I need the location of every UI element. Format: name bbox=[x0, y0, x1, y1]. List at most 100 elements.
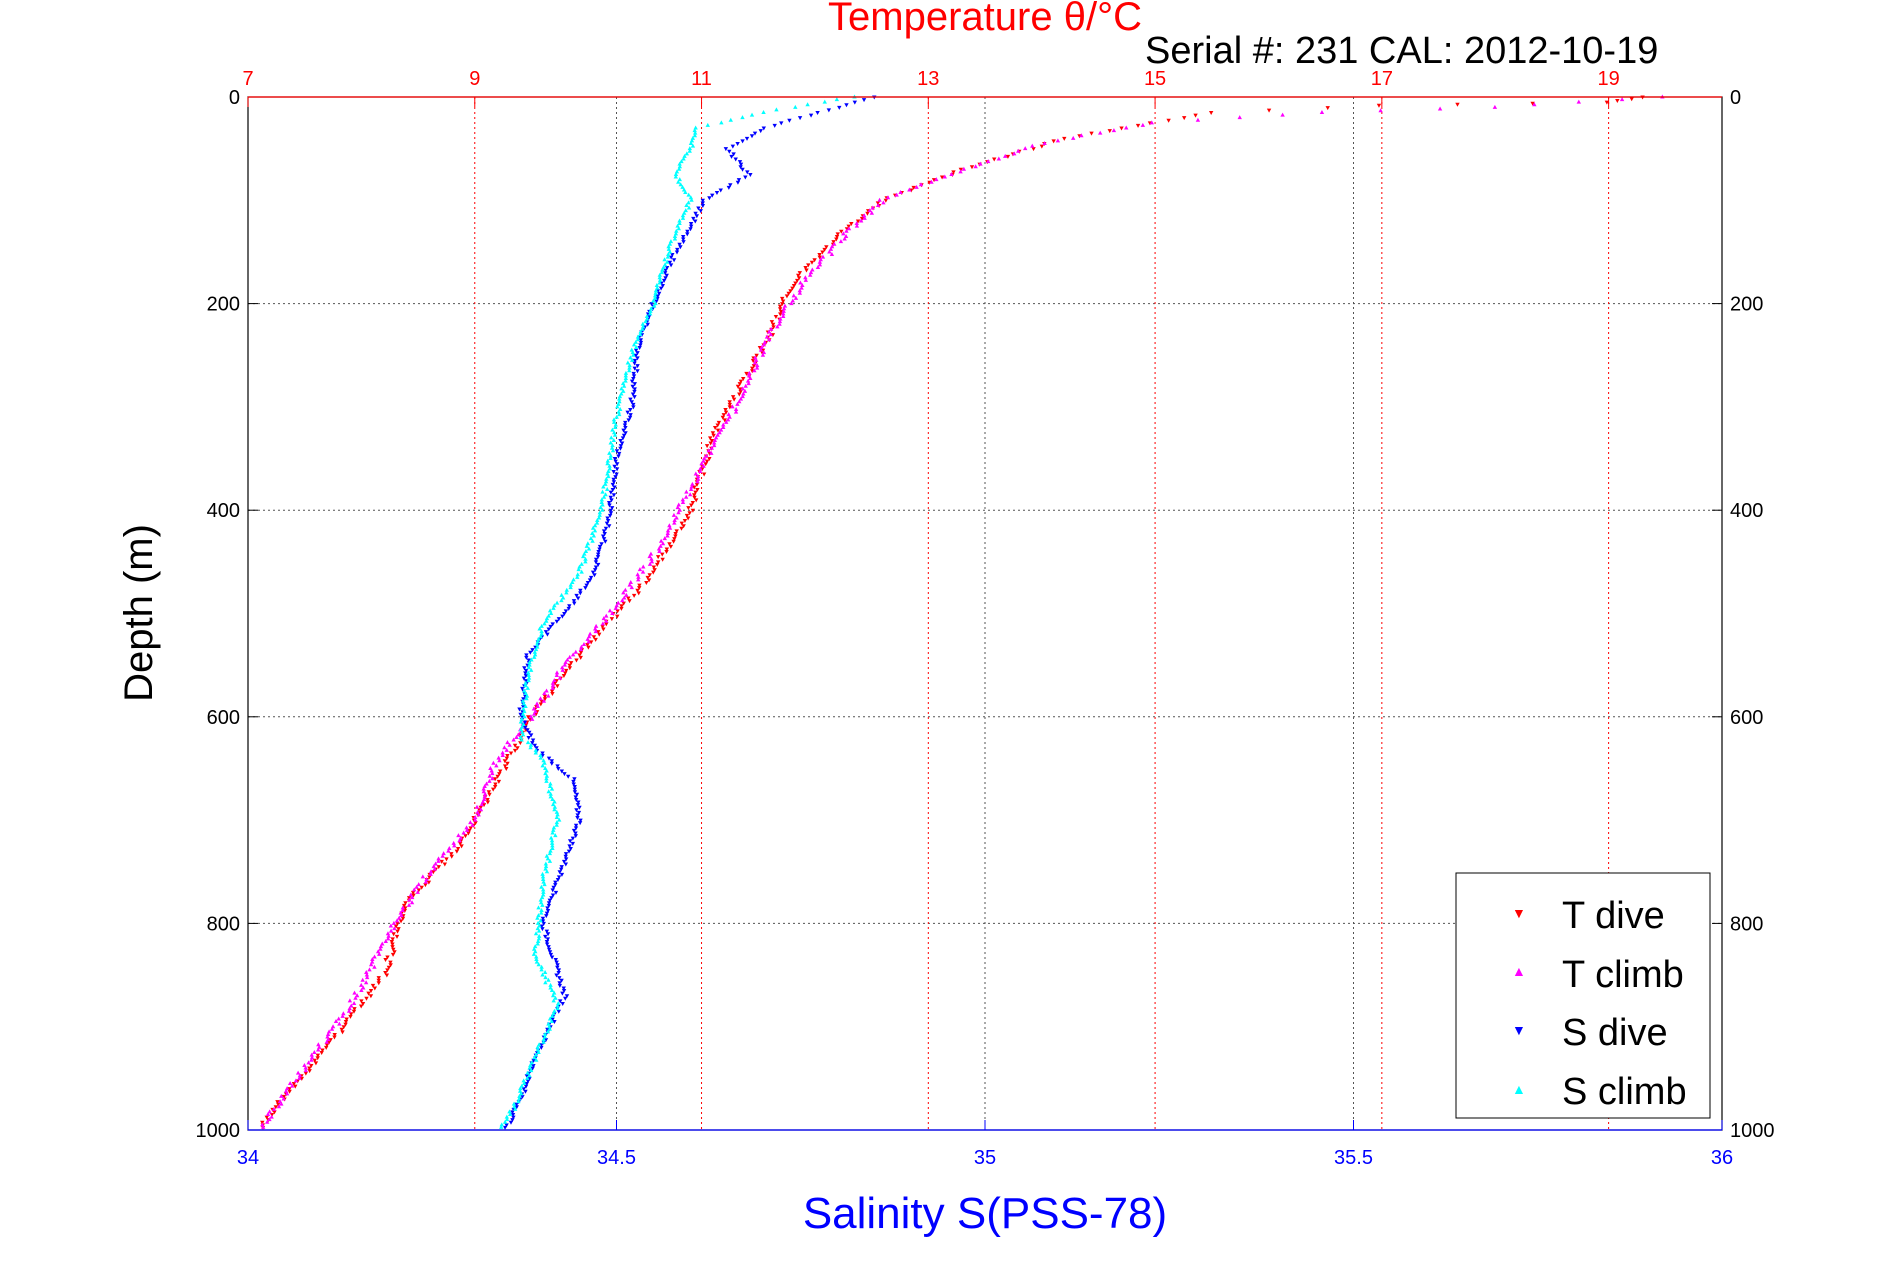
data-point bbox=[883, 198, 889, 203]
data-point bbox=[676, 510, 681, 515]
data-point bbox=[324, 1045, 329, 1050]
data-point bbox=[391, 947, 396, 952]
data-point bbox=[600, 534, 606, 539]
data-point bbox=[541, 698, 547, 703]
data-point bbox=[778, 309, 784, 314]
data-point bbox=[738, 379, 744, 384]
data-point bbox=[681, 234, 686, 239]
data-point bbox=[325, 1031, 331, 1036]
data-point bbox=[388, 960, 393, 965]
data-point bbox=[383, 958, 388, 963]
data-point bbox=[532, 743, 538, 748]
data-point bbox=[643, 319, 648, 324]
data-point bbox=[507, 1109, 512, 1114]
data-point bbox=[303, 1068, 308, 1073]
data-point bbox=[1182, 116, 1187, 121]
data-point bbox=[546, 756, 552, 761]
data-point bbox=[513, 1106, 518, 1111]
data-point bbox=[556, 817, 562, 822]
data-point bbox=[273, 1105, 278, 1110]
data-point bbox=[698, 466, 703, 471]
data-point bbox=[601, 616, 607, 621]
temp-tick-label: 7 bbox=[242, 68, 253, 90]
data-point bbox=[540, 972, 545, 977]
data-point bbox=[961, 166, 967, 171]
data-point bbox=[543, 771, 548, 776]
data-point bbox=[547, 950, 553, 955]
data-point bbox=[546, 789, 551, 794]
data-point bbox=[620, 436, 626, 441]
data-point bbox=[546, 693, 551, 698]
data-point bbox=[384, 973, 390, 978]
data-point bbox=[651, 298, 656, 303]
data-point bbox=[264, 1115, 269, 1120]
data-point bbox=[295, 1070, 301, 1075]
data-point bbox=[677, 161, 682, 166]
data-point bbox=[468, 820, 473, 825]
data-point bbox=[690, 500, 696, 505]
data-point bbox=[326, 1040, 332, 1045]
data-point bbox=[552, 1020, 557, 1025]
data-point bbox=[597, 547, 602, 552]
data-point bbox=[741, 391, 746, 396]
data-point bbox=[466, 831, 471, 836]
data-point bbox=[631, 374, 637, 379]
data-point bbox=[518, 719, 524, 724]
data-point bbox=[651, 303, 657, 308]
data-point bbox=[398, 910, 403, 915]
data-point bbox=[808, 113, 814, 118]
data-point bbox=[606, 500, 612, 505]
data-point bbox=[598, 505, 603, 510]
data-point bbox=[549, 689, 555, 694]
data-point bbox=[524, 696, 529, 701]
data-point bbox=[454, 849, 460, 854]
data-point bbox=[728, 117, 733, 122]
data-point bbox=[572, 601, 577, 606]
data-point bbox=[275, 1100, 280, 1105]
data-point bbox=[1437, 106, 1443, 111]
data-point bbox=[786, 291, 791, 296]
y-tick-label-right: 600 bbox=[1730, 707, 1763, 729]
data-point bbox=[564, 587, 569, 592]
data-point bbox=[542, 969, 548, 974]
data-point bbox=[688, 195, 694, 200]
data-point bbox=[547, 1026, 552, 1031]
data-point bbox=[672, 537, 677, 542]
data-point bbox=[634, 345, 639, 350]
data-point bbox=[414, 884, 419, 889]
data-point bbox=[534, 641, 540, 646]
data-point bbox=[784, 294, 790, 299]
data-point bbox=[685, 232, 690, 237]
data-point bbox=[629, 347, 634, 352]
data-point bbox=[519, 1083, 525, 1088]
data-point bbox=[525, 740, 531, 745]
data-point bbox=[593, 565, 599, 570]
data-point bbox=[777, 307, 783, 312]
data-point bbox=[376, 981, 381, 986]
data-point bbox=[390, 937, 395, 942]
data-point bbox=[1135, 123, 1141, 128]
data-point bbox=[535, 938, 541, 943]
data-point bbox=[660, 541, 666, 546]
data-point bbox=[287, 1081, 293, 1086]
data-point bbox=[771, 325, 776, 330]
data-point bbox=[658, 286, 664, 291]
data-point bbox=[309, 1057, 314, 1062]
data-point bbox=[539, 1045, 544, 1050]
data-point bbox=[368, 989, 374, 994]
legend-label-t-climb: T climb bbox=[1562, 954, 1684, 996]
data-point bbox=[533, 747, 539, 752]
data-point bbox=[353, 995, 358, 1000]
data-point bbox=[611, 417, 617, 422]
data-point bbox=[572, 790, 578, 795]
data-point bbox=[808, 272, 813, 277]
data-point bbox=[526, 658, 531, 663]
data-point bbox=[511, 1101, 517, 1106]
data-point bbox=[697, 468, 703, 473]
data-point bbox=[779, 121, 784, 126]
data-point bbox=[708, 441, 713, 446]
data-point bbox=[778, 312, 783, 317]
temp-tick-label: 13 bbox=[917, 68, 939, 90]
data-point bbox=[427, 875, 432, 880]
data-point bbox=[333, 1019, 339, 1024]
